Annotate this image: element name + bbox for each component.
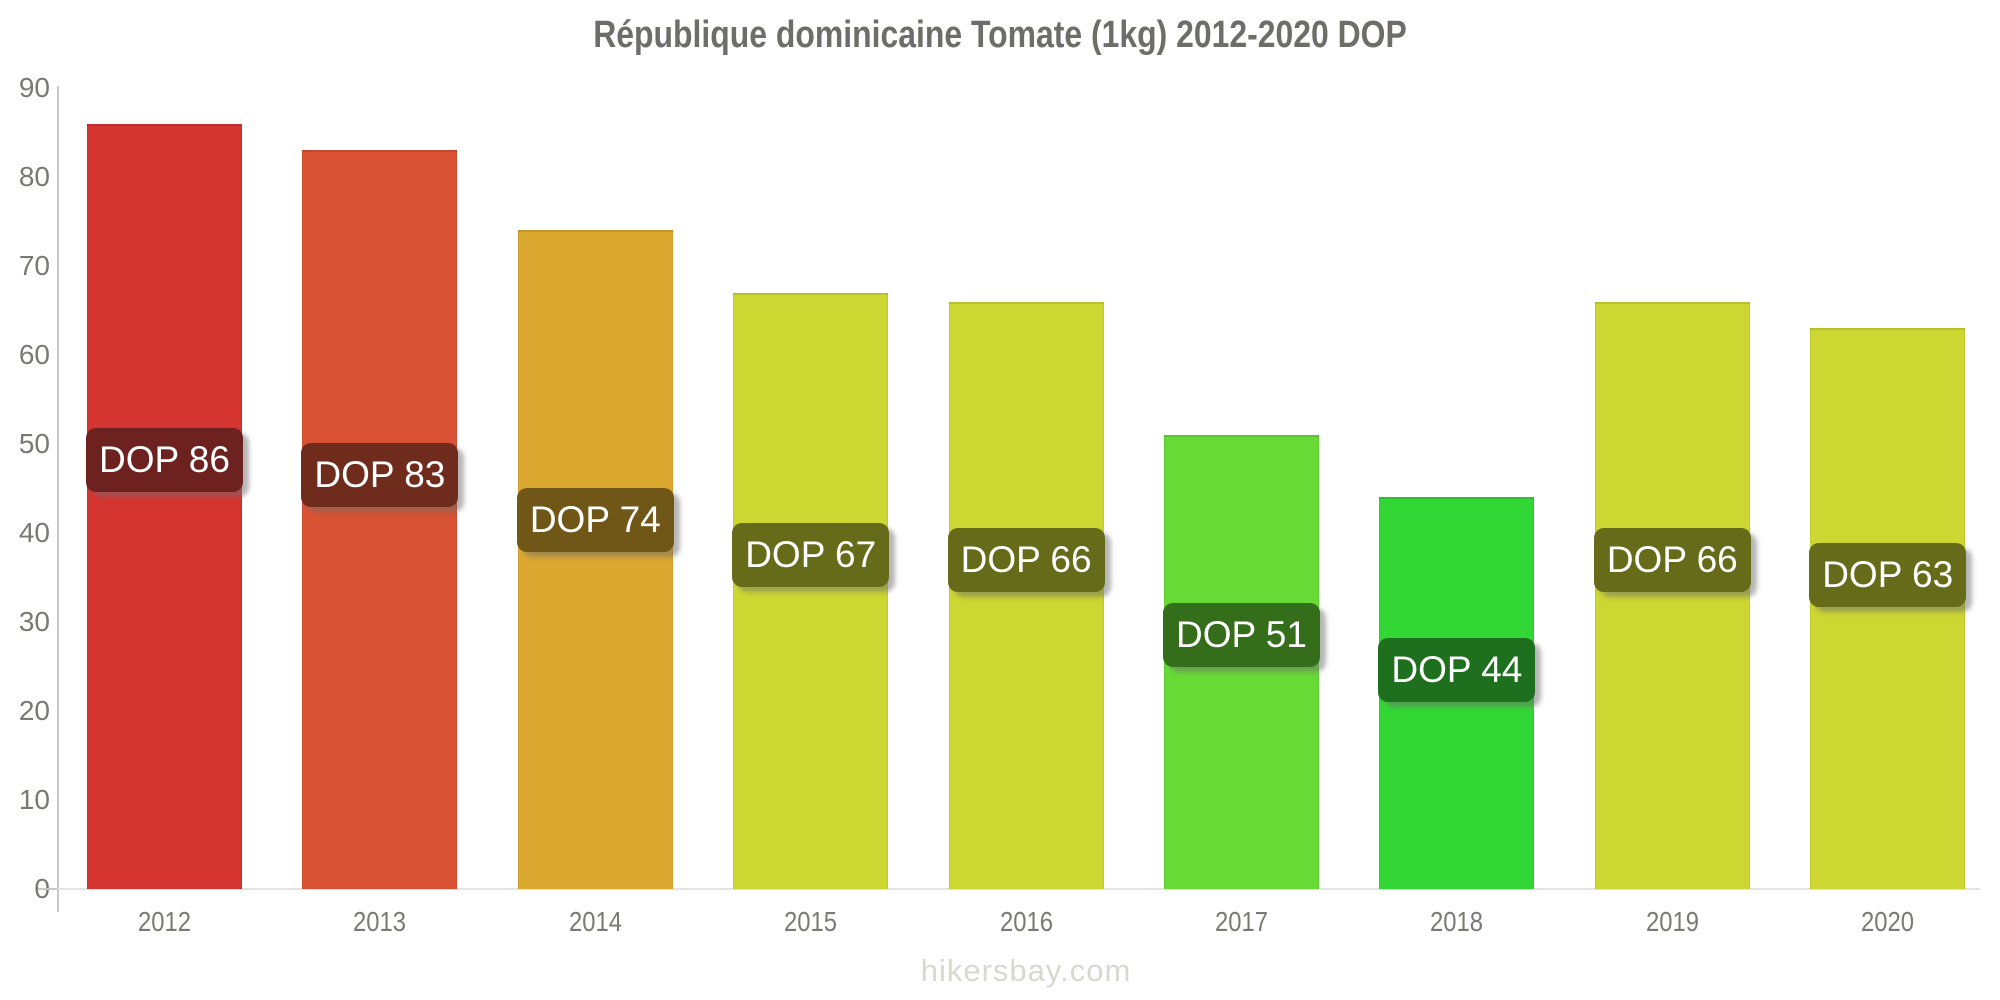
y-tick-label: 80 <box>18 161 50 192</box>
y-tick-label: 20 <box>18 695 50 726</box>
x-axis-line <box>57 888 1980 890</box>
bar-value-label: DOP 67 <box>732 523 890 588</box>
y-axis: 0 10 20 30 40 50 60 70 80 90 <box>0 0 50 1000</box>
x-tick-label: 2012 <box>138 906 191 937</box>
bar-value-label: DOP 86 <box>86 428 243 493</box>
x-tick-label: 2015 <box>784 906 838 937</box>
x-tick-label: 2013 <box>353 906 407 937</box>
zero-tick-mark <box>38 888 58 890</box>
bar-value-label: DOP 44 <box>1378 637 1536 702</box>
bar-2015[interactable]: DOP 67 <box>732 292 890 889</box>
y-tick-label: 50 <box>18 428 50 459</box>
x-tick-label: 2018 <box>1430 906 1484 937</box>
x-tick-label: 2019 <box>1645 906 1699 937</box>
y-tick-label: 40 <box>18 517 50 548</box>
y-tick-label: 10 <box>18 784 50 815</box>
x-tick-label: 2020 <box>1861 906 1915 937</box>
bar-value-label: DOP 74 <box>516 488 674 553</box>
x-tick-label: 2014 <box>568 906 622 937</box>
bar-2018[interactable]: DOP 44 <box>1378 497 1536 889</box>
watermark: hikersbay.com <box>920 953 1132 988</box>
y-tick-label: 60 <box>18 339 50 370</box>
bar-value-label: DOP 66 <box>1593 528 1751 593</box>
x-tick-label: 2017 <box>1215 906 1268 937</box>
bar-2020[interactable]: DOP 63 <box>1809 328 1967 889</box>
bar-2016[interactable]: DOP 66 <box>947 301 1105 889</box>
y-tick-label: 90 <box>18 72 50 103</box>
bar-value-label: DOP 83 <box>301 443 459 508</box>
bar-value-label: DOP 66 <box>947 528 1105 593</box>
x-tick-label: 2016 <box>999 906 1053 937</box>
y-tick-label: 30 <box>18 606 50 637</box>
bar-2012[interactable]: DOP 86 <box>86 123 243 889</box>
bar-value-label: DOP 63 <box>1809 542 1967 607</box>
chart-title: République dominicaine Tomate (1kg) 2012… <box>593 14 1407 56</box>
bar-value-label: DOP 51 <box>1163 602 1320 667</box>
bar-2019[interactable]: DOP 66 <box>1593 301 1751 889</box>
y-axis-line <box>57 86 59 912</box>
bar-2014[interactable]: DOP 74 <box>516 230 674 889</box>
bar-2013[interactable]: DOP 83 <box>301 150 459 889</box>
bar-2017[interactable]: DOP 51 <box>1163 435 1320 889</box>
y-tick-label: 70 <box>18 250 50 281</box>
